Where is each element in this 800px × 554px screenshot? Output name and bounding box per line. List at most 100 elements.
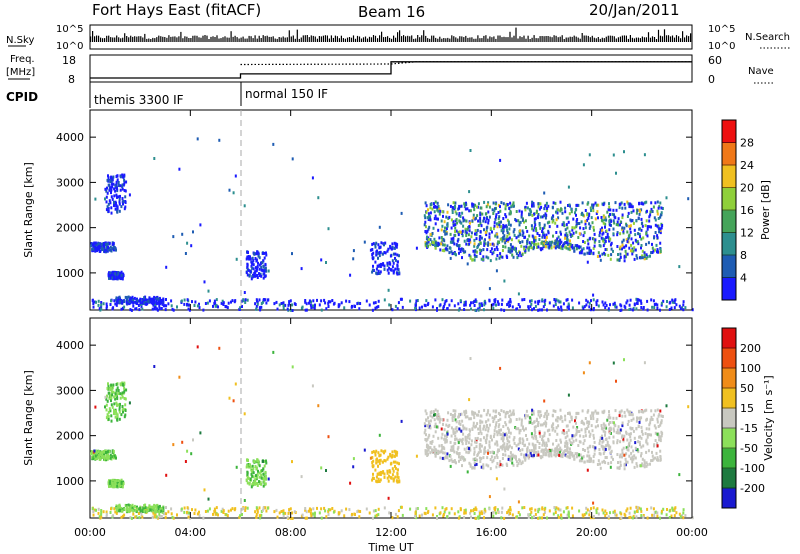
nsky-bar bbox=[284, 37, 286, 42]
power-point bbox=[474, 229, 477, 233]
velocity-point bbox=[451, 414, 454, 417]
velocity-point bbox=[621, 451, 624, 455]
velocity-point bbox=[582, 435, 585, 439]
power-point bbox=[532, 228, 535, 232]
power-point bbox=[507, 301, 510, 305]
velocity-point bbox=[265, 459, 267, 463]
power-point bbox=[488, 299, 491, 303]
velocity-point bbox=[568, 456, 571, 460]
velocity-point bbox=[638, 410, 641, 414]
velocity-point bbox=[575, 455, 578, 459]
power-point bbox=[594, 238, 597, 242]
power-point bbox=[506, 231, 509, 235]
velocity-point bbox=[257, 459, 260, 463]
power-point bbox=[583, 231, 586, 235]
velocity-point bbox=[622, 437, 625, 441]
velocity-point bbox=[646, 417, 648, 421]
power-point bbox=[149, 300, 152, 304]
power-point bbox=[115, 248, 117, 252]
velocity-point bbox=[130, 516, 133, 520]
nsky-tick-bottom: 10^0 bbox=[56, 41, 83, 52]
velocity-point bbox=[427, 448, 430, 452]
power-point bbox=[657, 250, 660, 254]
power-point bbox=[132, 304, 135, 308]
power-point bbox=[388, 303, 391, 307]
power-point bbox=[487, 243, 489, 247]
velocity-point bbox=[617, 425, 620, 429]
power-point bbox=[508, 232, 511, 236]
power-point bbox=[587, 214, 590, 217]
power-point bbox=[541, 240, 544, 244]
power-point bbox=[291, 157, 294, 161]
power-point bbox=[519, 233, 522, 237]
nsky-bar bbox=[240, 37, 242, 42]
nsky-bar bbox=[308, 37, 310, 42]
power-point bbox=[289, 308, 292, 312]
power-point bbox=[610, 253, 613, 257]
velocity-point bbox=[384, 459, 387, 463]
power-point bbox=[454, 201, 457, 205]
velocity-point bbox=[120, 506, 123, 510]
power-point bbox=[650, 207, 653, 211]
velocity-point bbox=[146, 510, 149, 514]
power-point bbox=[504, 241, 507, 245]
velocity-point bbox=[518, 431, 521, 435]
velocity-point bbox=[492, 510, 495, 514]
velocity-point bbox=[607, 461, 610, 465]
power-point bbox=[533, 237, 535, 241]
velocity-point bbox=[527, 513, 530, 517]
power-point bbox=[172, 308, 175, 312]
velocity-point bbox=[154, 513, 157, 517]
velocity-point bbox=[450, 507, 453, 511]
nsearch-tick-bottom: 10^0 bbox=[708, 41, 735, 52]
velocity-point bbox=[641, 462, 644, 466]
velocity-point bbox=[525, 409, 528, 413]
power-point bbox=[517, 303, 520, 306]
velocity-point bbox=[377, 480, 380, 483]
velocity-point bbox=[132, 509, 135, 513]
power-point bbox=[658, 227, 661, 231]
power-point bbox=[124, 195, 127, 199]
velocity-point bbox=[622, 446, 625, 450]
power-point bbox=[557, 307, 560, 311]
power-point bbox=[441, 298, 444, 302]
velocity-point bbox=[460, 412, 463, 416]
power-point bbox=[588, 305, 591, 309]
velocity-point bbox=[396, 475, 399, 479]
power-point bbox=[446, 224, 449, 228]
velocity-point bbox=[538, 415, 541, 419]
power-point bbox=[612, 208, 615, 212]
velocity-point bbox=[312, 512, 314, 516]
power-point bbox=[424, 242, 427, 246]
nsky-bar bbox=[563, 39, 565, 42]
power-point bbox=[460, 204, 463, 208]
power-point bbox=[304, 299, 307, 302]
nave-tick-top: 60 bbox=[708, 54, 722, 67]
power-point bbox=[258, 306, 261, 310]
velocity-point bbox=[440, 427, 443, 431]
velocity-point bbox=[233, 508, 236, 512]
power-point bbox=[141, 307, 144, 311]
power-point bbox=[438, 207, 441, 211]
power-point bbox=[483, 299, 486, 303]
velocity-point bbox=[656, 514, 659, 518]
power-point bbox=[293, 302, 296, 306]
power-point bbox=[541, 235, 544, 239]
power-point bbox=[478, 305, 481, 309]
power-point bbox=[192, 230, 194, 234]
power-point bbox=[424, 304, 427, 308]
power-point bbox=[608, 202, 610, 206]
power-point bbox=[500, 220, 502, 224]
velocity-point bbox=[122, 480, 125, 484]
power-point bbox=[176, 305, 178, 309]
power-point bbox=[622, 229, 625, 233]
velocity-point bbox=[595, 511, 598, 515]
velocity-point bbox=[436, 416, 439, 420]
power-point bbox=[476, 228, 479, 232]
velocity-point bbox=[474, 437, 477, 441]
velocity-point bbox=[217, 513, 219, 517]
velocity-point bbox=[668, 509, 671, 513]
nsky-bar bbox=[304, 35, 306, 42]
power-point bbox=[378, 272, 381, 275]
velocity-point bbox=[109, 480, 112, 484]
